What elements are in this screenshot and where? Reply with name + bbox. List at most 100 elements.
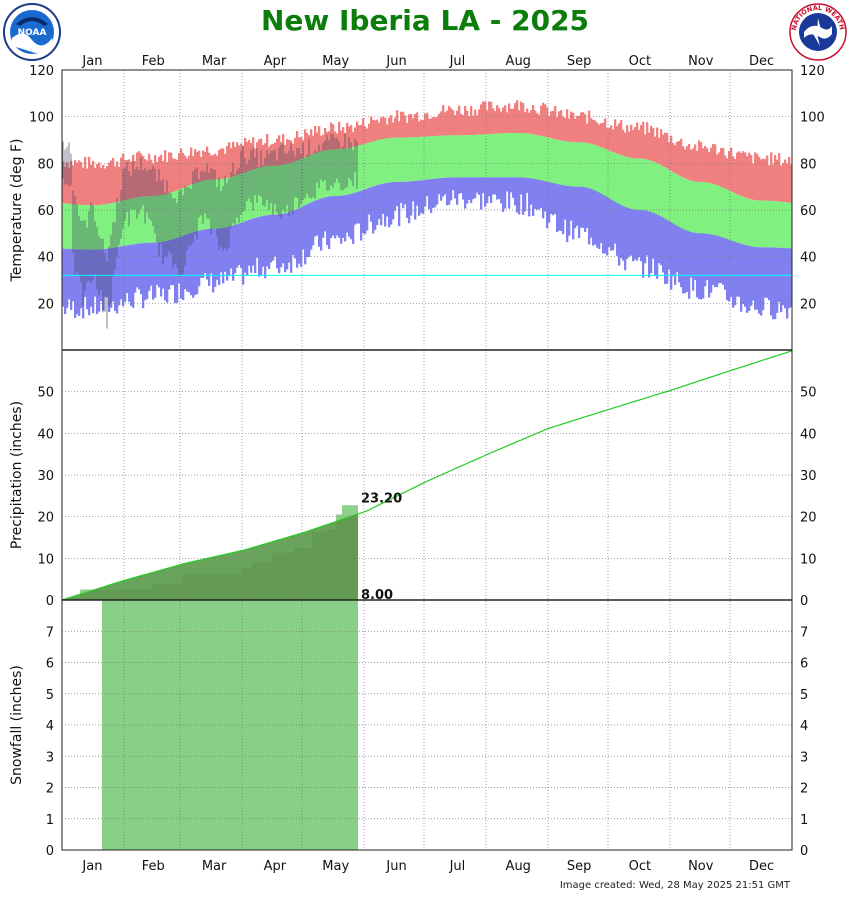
normal-range-bar bbox=[718, 185, 721, 237]
record-high-bar bbox=[460, 113, 463, 136]
normal-range-bar bbox=[754, 200, 757, 247]
record-low-bar bbox=[540, 180, 543, 208]
normal-range-bar bbox=[390, 137, 393, 183]
month-label-bottom: Oct bbox=[629, 859, 651, 874]
image-created-timestamp: Image created: Wed, 28 May 2025 21:51 GM… bbox=[559, 880, 790, 891]
precipitation-tick-label-right: 20 bbox=[800, 511, 817, 526]
month-label-bottom: Sep bbox=[567, 859, 592, 874]
normal-range-bar bbox=[450, 135, 453, 178]
observed-temperature-bar bbox=[176, 202, 178, 268]
observed-temperature-bar bbox=[108, 246, 110, 307]
normal-range-bar bbox=[556, 139, 559, 184]
record-low-bar bbox=[612, 200, 615, 251]
normal-range-bar bbox=[728, 190, 731, 240]
record-low-bar bbox=[272, 214, 275, 261]
record-high-bar bbox=[500, 111, 503, 134]
normal-range-bar bbox=[584, 142, 587, 188]
normal-range-bar bbox=[136, 197, 139, 244]
normal-range-bar bbox=[548, 137, 551, 183]
normal-range-bar bbox=[702, 182, 705, 234]
normal-range-bar bbox=[672, 171, 675, 224]
observed-temperature-bar bbox=[282, 143, 284, 210]
observed-temperature-bar bbox=[182, 195, 184, 274]
record-high-bar bbox=[72, 165, 75, 205]
month-label-top: Jul bbox=[449, 54, 466, 69]
record-low-bar bbox=[512, 177, 515, 198]
record-low-bar bbox=[330, 196, 333, 238]
record-low-bar bbox=[500, 177, 503, 204]
record-low-bar bbox=[488, 177, 491, 197]
record-high-bar bbox=[682, 146, 685, 178]
observed-temperature-bar bbox=[354, 138, 356, 172]
record-high-bar bbox=[790, 164, 793, 203]
record-high-bar bbox=[560, 110, 563, 141]
normal-range-bar bbox=[732, 192, 735, 241]
record-low-bar bbox=[676, 225, 679, 273]
record-high-bar bbox=[516, 100, 519, 134]
normal-range-bar bbox=[634, 158, 637, 210]
record-high-bar bbox=[360, 124, 363, 146]
record-high-bar bbox=[404, 115, 407, 138]
record-high-bar bbox=[114, 166, 117, 203]
svg-text:NOAA: NOAA bbox=[18, 28, 47, 38]
record-high-bar bbox=[784, 159, 787, 203]
record-low-bar bbox=[204, 229, 207, 274]
normal-range-bar bbox=[536, 135, 539, 180]
plot-frame bbox=[61, 69, 793, 851]
record-high-bar bbox=[76, 162, 79, 205]
normal-range-bar bbox=[602, 147, 605, 195]
record-low-bar bbox=[242, 222, 245, 285]
precipitation-tick-label-left: 30 bbox=[37, 469, 54, 484]
normal-range-bar bbox=[684, 178, 687, 230]
record-low-bar bbox=[270, 214, 273, 263]
record-high-bar bbox=[244, 137, 247, 173]
record-low-bar bbox=[782, 247, 785, 306]
record-low-bar bbox=[520, 177, 523, 195]
temperature-tick-label-right: 100 bbox=[800, 111, 825, 126]
record-high-bar bbox=[398, 121, 401, 138]
record-high-bar bbox=[702, 148, 705, 183]
observed-temperature-bar bbox=[348, 137, 350, 178]
record-low-bar bbox=[716, 235, 719, 288]
record-high-bar bbox=[732, 156, 735, 193]
normal-range-bar bbox=[500, 133, 503, 178]
normal-range-bar bbox=[510, 133, 513, 178]
record-low-bar bbox=[426, 179, 429, 197]
record-low-bar bbox=[478, 177, 481, 195]
normal-range-bar bbox=[462, 135, 465, 178]
normal-range-bar bbox=[780, 201, 783, 248]
month-label-top: Nov bbox=[688, 54, 714, 69]
observed-temperature-bar bbox=[266, 150, 268, 200]
record-high-bar bbox=[538, 114, 541, 136]
record-low-bar bbox=[362, 190, 365, 234]
record-high-bar bbox=[358, 125, 361, 146]
record-high-bar bbox=[656, 127, 659, 163]
record-high-bar bbox=[622, 129, 625, 156]
record-low-bar bbox=[442, 177, 445, 197]
precipitation-total-label: 23.20 bbox=[361, 491, 402, 506]
record-low-bar bbox=[472, 177, 475, 200]
precipitation-tick-label-left: 0 bbox=[46, 594, 54, 609]
observed-temperature-bar bbox=[156, 181, 158, 243]
normal-range-bar bbox=[506, 133, 509, 178]
snowfall-tick-label-right: 4 bbox=[800, 719, 808, 734]
normal-range-bar bbox=[518, 133, 521, 178]
observed-temperature-bar bbox=[184, 185, 186, 266]
record-low-bar bbox=[376, 185, 379, 226]
observed-temperature-bar bbox=[76, 203, 78, 273]
normal-range-bar bbox=[578, 142, 581, 187]
normal-range-bar bbox=[418, 136, 421, 181]
normal-range-bar bbox=[446, 135, 449, 178]
record-low-bar bbox=[594, 190, 597, 245]
record-low-bar bbox=[428, 179, 431, 210]
record-high-bar bbox=[464, 105, 467, 136]
record-high-bar bbox=[642, 121, 645, 159]
record-high-bar bbox=[646, 122, 649, 160]
record-low-bar bbox=[352, 193, 355, 244]
record-high-bar bbox=[492, 108, 495, 134]
record-low-bar bbox=[154, 242, 157, 298]
normal-range-bar bbox=[408, 137, 411, 182]
record-high-bar bbox=[712, 143, 715, 184]
observed-temperature-bar bbox=[200, 171, 202, 216]
record-low-bar bbox=[522, 177, 525, 215]
